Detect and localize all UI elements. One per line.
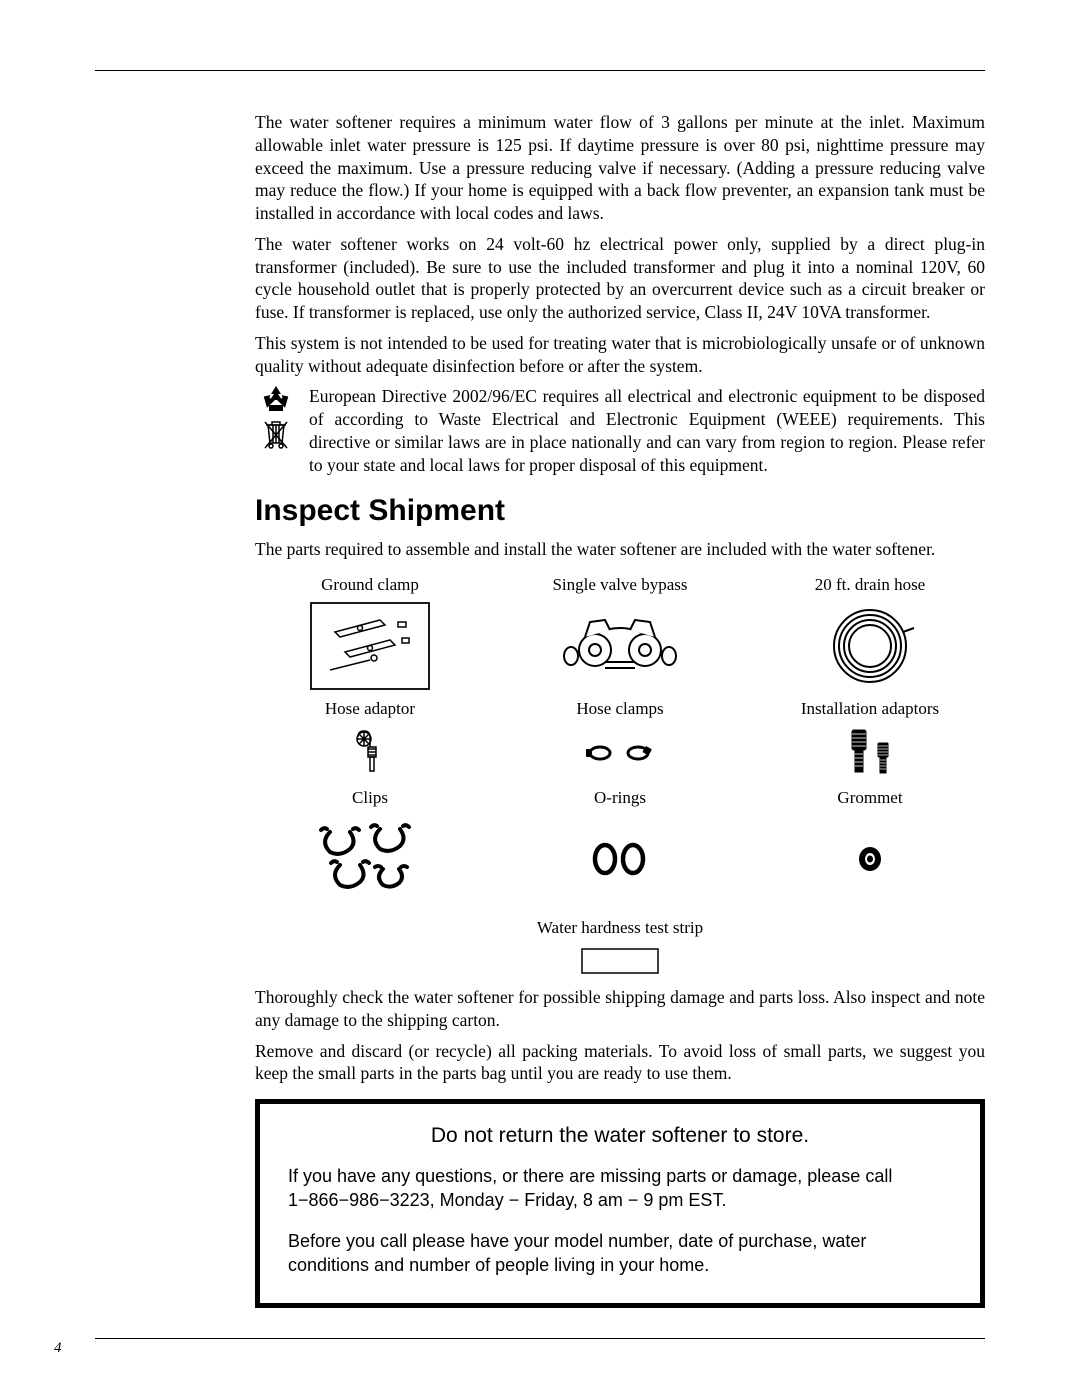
notice-title: Do not return the water softener to stor… bbox=[288, 1124, 952, 1148]
weee-block: European Directive 2002/96/EC requires a… bbox=[95, 385, 985, 476]
part-label: Installation adaptors bbox=[755, 699, 985, 719]
page-number: 4 bbox=[54, 1340, 62, 1357]
closing-p1: Thoroughly check the water softener for … bbox=[95, 986, 985, 1032]
part-single-valve-bypass: Single valve bypass bbox=[505, 575, 735, 691]
weee-bin-icon bbox=[262, 419, 290, 451]
intro-text: The parts required to assemble and insta… bbox=[95, 538, 985, 561]
part-drain-hose: 20 ft. drain hose bbox=[755, 575, 985, 691]
clips-icon bbox=[255, 814, 485, 904]
weee-text: European Directive 2002/96/EC requires a… bbox=[309, 385, 985, 476]
part-clips: Clips bbox=[255, 788, 485, 904]
paragraph-electrical: The water softener works on 24 volt-60 h… bbox=[95, 233, 985, 324]
recycle-icon bbox=[259, 385, 293, 415]
installation-adaptors-icon bbox=[755, 725, 985, 780]
closing-p2: Remove and discard (or recycle) all pack… bbox=[95, 1040, 985, 1086]
rule-bottom bbox=[95, 1338, 985, 1339]
weee-icons bbox=[255, 385, 297, 476]
part-ground-clamp: Ground clamp bbox=[255, 575, 485, 691]
paragraph-microbio: This system is not intended to be used f… bbox=[95, 332, 985, 378]
grommet-icon bbox=[755, 814, 985, 904]
part-test-strip: Water hardness test strip bbox=[95, 918, 985, 986]
notice-line2: Before you call please have your model n… bbox=[288, 1229, 952, 1278]
hose-adaptor-icon bbox=[255, 725, 485, 780]
notice-line1: If you have any questions, or there are … bbox=[288, 1164, 952, 1213]
orings-icon bbox=[505, 814, 735, 904]
part-label: Ground clamp bbox=[255, 575, 485, 595]
hose-clamps-icon bbox=[505, 725, 735, 780]
rule-top bbox=[95, 70, 985, 71]
drain-hose-icon bbox=[755, 601, 985, 691]
part-label: 20 ft. drain hose bbox=[755, 575, 985, 595]
part-label: Clips bbox=[255, 788, 485, 808]
part-hose-clamps: Hose clamps bbox=[505, 699, 735, 780]
part-hose-adaptor: Hose adaptor bbox=[255, 699, 485, 780]
notice-box: Do not return the water softener to stor… bbox=[255, 1099, 985, 1308]
bypass-valve-icon bbox=[505, 601, 735, 691]
paragraph-flow: The water softener requires a minimum wa… bbox=[95, 111, 985, 225]
ground-clamp-icon bbox=[255, 601, 485, 691]
part-label: O-rings bbox=[505, 788, 735, 808]
test-strip-icon bbox=[255, 944, 985, 986]
part-orings: O-rings bbox=[505, 788, 735, 904]
page-content: The water softener requires a minimum wa… bbox=[0, 0, 1080, 1379]
part-label: Single valve bypass bbox=[505, 575, 735, 595]
part-installation-adaptors: Installation adaptors bbox=[755, 699, 985, 780]
part-grommet: Grommet bbox=[755, 788, 985, 904]
part-label: Hose adaptor bbox=[255, 699, 485, 719]
heading-inspect: Inspect Shipment bbox=[95, 494, 985, 528]
part-label: Water hardness test strip bbox=[255, 918, 985, 938]
part-label: Grommet bbox=[755, 788, 985, 808]
part-label: Hose clamps bbox=[505, 699, 735, 719]
parts-grid: Ground clamp S bbox=[95, 575, 985, 904]
